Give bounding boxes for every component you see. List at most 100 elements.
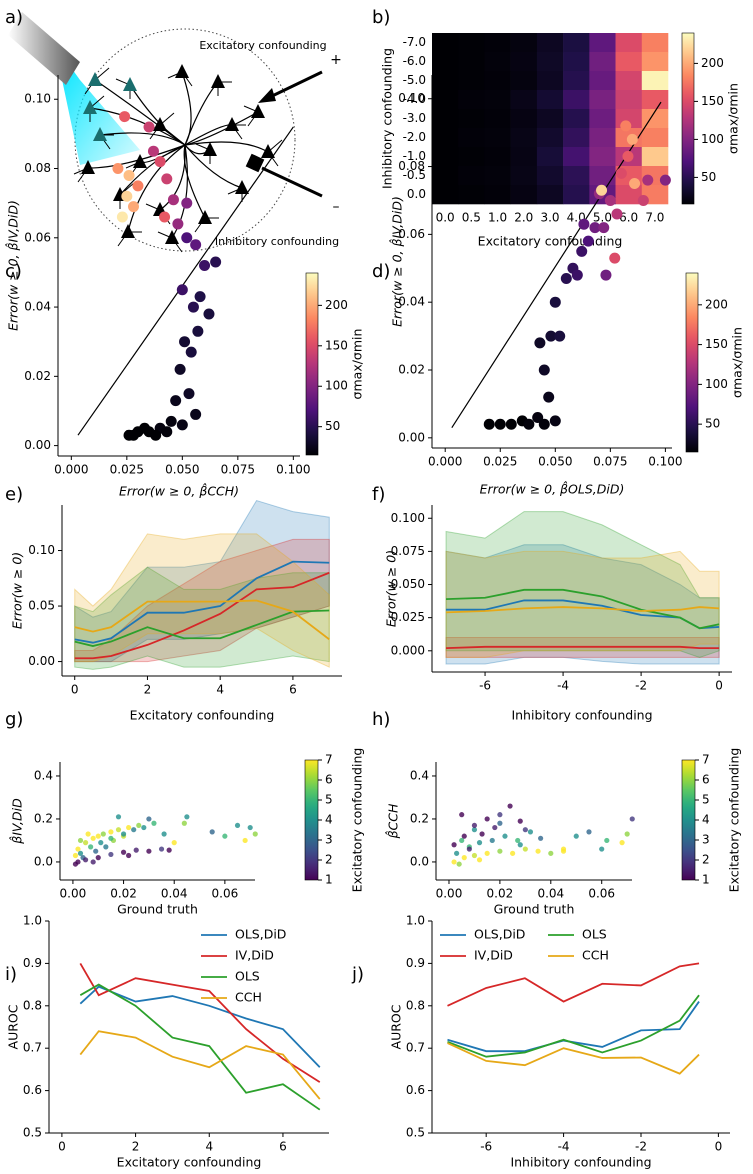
scatter-point bbox=[538, 364, 550, 376]
x-tick-label: 0.04 bbox=[161, 887, 188, 901]
heatmap-cell bbox=[641, 33, 669, 53]
heatmap-cell bbox=[536, 185, 564, 205]
heatmap-cell bbox=[484, 166, 511, 186]
line-series bbox=[79, 983, 321, 1111]
colorbar-tick-label: 3 bbox=[702, 833, 710, 847]
neuron bbox=[203, 142, 217, 156]
line-series bbox=[446, 606, 720, 614]
y-tick-label: -5.0 bbox=[403, 73, 426, 87]
x-axis-label: Inhibitory confounding bbox=[511, 708, 652, 723]
scatter-point bbox=[505, 418, 517, 430]
scatter-point bbox=[181, 197, 193, 209]
scatter-point bbox=[242, 837, 248, 844]
x-tick-label: 7.0 bbox=[645, 211, 664, 225]
scatter-point bbox=[642, 174, 654, 186]
scatter-point bbox=[72, 852, 79, 859]
scatter-point bbox=[589, 222, 601, 234]
dendrite bbox=[87, 144, 186, 169]
scatter-point bbox=[116, 211, 128, 223]
line-series bbox=[74, 609, 330, 647]
scatter-point bbox=[199, 260, 211, 271]
y-axis-label: Inhibitory confounding bbox=[380, 48, 395, 189]
scatter-point bbox=[190, 408, 202, 420]
heatmap-cell bbox=[589, 33, 616, 53]
heatmap-cell bbox=[536, 52, 564, 72]
scatter-point bbox=[510, 850, 516, 856]
dendrite bbox=[171, 144, 188, 239]
scatter-point bbox=[549, 415, 561, 427]
heatmap-cell bbox=[432, 147, 459, 167]
scatter-point bbox=[624, 831, 630, 837]
x-axis-label: Ground truth bbox=[494, 902, 575, 917]
heatmap-cell bbox=[615, 185, 643, 205]
y-tick-label: 1.0 bbox=[406, 914, 425, 928]
confidence-band bbox=[74, 566, 330, 670]
scatter-point bbox=[471, 852, 478, 859]
scatter-point bbox=[545, 330, 557, 342]
scatter-point bbox=[626, 133, 638, 145]
heatmap-cell bbox=[458, 147, 485, 167]
y-tick-label: 0.100 bbox=[391, 511, 425, 525]
scatter-point bbox=[167, 194, 179, 206]
x-tick-label: 0.00 bbox=[436, 887, 463, 901]
scatter-point bbox=[598, 222, 610, 234]
heatmap-cell bbox=[432, 128, 459, 148]
y-tick-label: -7.0 bbox=[403, 35, 426, 49]
heatmap-cell bbox=[432, 109, 459, 129]
scatter-point bbox=[538, 835, 544, 841]
x-tick-label: 0.04 bbox=[537, 887, 564, 901]
x-tick-label: 4 bbox=[205, 1140, 213, 1154]
scatter-point bbox=[121, 190, 133, 202]
legend-label: CCH bbox=[582, 948, 609, 963]
scatter-point bbox=[517, 842, 523, 848]
scatter-point bbox=[522, 846, 528, 852]
scatter-point bbox=[108, 829, 114, 835]
y-tick-label: 0.06 bbox=[398, 227, 425, 241]
scatter-point bbox=[166, 847, 172, 853]
x-tick-label: 0.0 bbox=[436, 211, 455, 225]
scatter-point bbox=[98, 840, 104, 846]
scatter-point bbox=[489, 837, 495, 844]
x-tick-label: 2 bbox=[144, 683, 152, 697]
scatter-point bbox=[103, 844, 109, 850]
scatter-point bbox=[471, 822, 478, 829]
panel-label: i) bbox=[5, 964, 17, 985]
scatter-point bbox=[497, 848, 503, 854]
heatmap-cell bbox=[563, 52, 590, 72]
scatter-point bbox=[522, 827, 528, 833]
scatter-point bbox=[88, 844, 94, 850]
colorbar-tick-label: 200 bbox=[705, 297, 728, 311]
reference-line bbox=[77, 126, 294, 436]
scatter-point bbox=[210, 256, 222, 268]
panel-label: h) bbox=[372, 709, 390, 730]
y-tick-label: 1.0 bbox=[23, 914, 42, 928]
heatmap-cell bbox=[589, 90, 616, 110]
scatter-point bbox=[576, 245, 588, 257]
x-tick-label: 0.02 bbox=[110, 887, 137, 901]
heatmap-cell bbox=[432, 90, 459, 110]
scatter-point bbox=[127, 429, 139, 441]
scatter-point bbox=[532, 411, 544, 423]
neuron bbox=[251, 104, 265, 118]
scatter-point bbox=[554, 330, 566, 342]
colorbar-tick-label: 6 bbox=[325, 773, 333, 787]
legend-label: IV,DiD bbox=[474, 948, 513, 963]
scatter-point bbox=[492, 824, 498, 831]
x-axis-label: Excitatory confounding bbox=[130, 708, 275, 723]
y-tick-label: -4.0 bbox=[403, 92, 426, 106]
scatter-point bbox=[515, 837, 521, 844]
y-tick-label: 0.7 bbox=[406, 1041, 425, 1055]
scatter-point bbox=[181, 820, 187, 826]
y-tick-label: 0.9 bbox=[406, 956, 425, 970]
dendrite bbox=[159, 144, 186, 211]
scatter-point bbox=[127, 201, 139, 213]
colorbar-tick-label: 150 bbox=[705, 337, 728, 351]
heatmap-cell bbox=[641, 90, 669, 110]
neuron bbox=[153, 117, 167, 131]
panel-label: a) bbox=[5, 7, 23, 28]
panel-label: b) bbox=[372, 7, 390, 28]
heatmap-cell bbox=[563, 90, 590, 110]
colorbar-tick-label: 7 bbox=[325, 753, 333, 767]
heatmap-cell bbox=[484, 33, 511, 53]
scatter-point bbox=[183, 388, 195, 400]
